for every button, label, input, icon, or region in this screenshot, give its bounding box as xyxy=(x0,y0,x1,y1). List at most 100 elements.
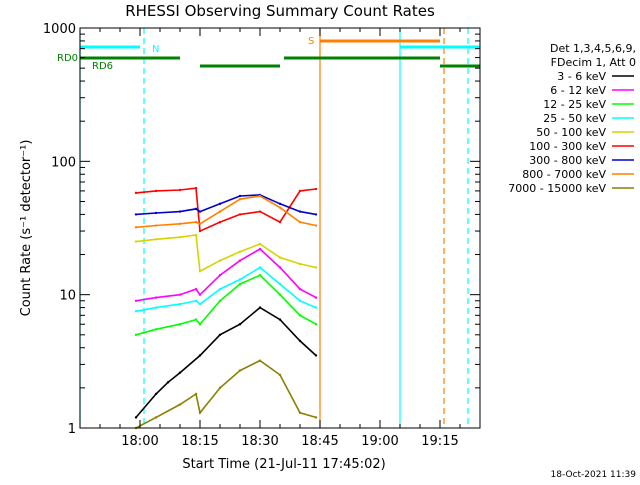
series-1-point-3 xyxy=(194,287,198,291)
plot-area: N S RD0 RD6 xyxy=(57,28,480,430)
series-8-point-1 xyxy=(154,416,158,419)
series-4-point-4 xyxy=(198,269,202,273)
series-7-point-9 xyxy=(298,220,302,224)
x-axis-label: Start Time (21-Jul-11 17:45:02) xyxy=(182,457,385,472)
legend-label-1: 6 - 12 keV xyxy=(550,84,606,97)
series-1-point-7 xyxy=(258,247,262,251)
y-tick-label-3: 1000 xyxy=(43,22,76,37)
series-7-point-0 xyxy=(134,226,138,229)
series-8-point-3 xyxy=(194,392,198,396)
series-1-point-4 xyxy=(198,293,202,296)
series-0-point-8 xyxy=(278,318,282,321)
footer-date: 18-Oct-2021 11:39 xyxy=(551,470,637,480)
x-tick-label-4: 19:00 xyxy=(361,434,398,449)
series-5-point-2 xyxy=(178,188,182,192)
legend-label-5: 100 - 300 keV xyxy=(529,140,606,153)
legend-label-2: 12 - 25 keV xyxy=(543,98,606,111)
y-axis-label: Count Rate (s⁻¹ detector⁻¹) xyxy=(19,140,34,317)
series-5-point-8 xyxy=(278,220,282,224)
x-tick-label-2: 18:30 xyxy=(241,434,278,449)
x-tick-label-5: 19:15 xyxy=(421,434,458,449)
series-1-point-2 xyxy=(178,293,182,296)
series-3 xyxy=(134,266,318,313)
series-5-point-3 xyxy=(194,186,198,190)
series-0-point-3 xyxy=(178,371,182,374)
series-2-point-1 xyxy=(154,328,158,331)
y-tick-label-1: 10 xyxy=(59,289,76,304)
series-0-point-0 xyxy=(134,416,138,419)
series-2-point-9 xyxy=(298,314,302,317)
y-tick-label-0: 1 xyxy=(68,422,76,437)
series-3-point-10 xyxy=(314,306,318,309)
series-6-point-1 xyxy=(154,211,158,215)
series-8-point-8 xyxy=(278,373,282,377)
series-2 xyxy=(134,273,318,337)
x-tick-label-3: 18:45 xyxy=(301,434,338,449)
series-3-point-7 xyxy=(258,266,262,269)
x-tick-label-1: 18:15 xyxy=(181,434,218,449)
chart-title: RHESSI Observing Summary Count Rates xyxy=(125,2,435,20)
series-5-point-7 xyxy=(258,210,262,213)
legend-label-8: 7000 - 15000 keV xyxy=(508,182,606,195)
series-5-point-1 xyxy=(154,189,158,193)
series-6-point-4 xyxy=(198,210,202,213)
series-7-point-1 xyxy=(154,224,158,227)
series-6-point-0 xyxy=(134,213,138,216)
series-5-point-0 xyxy=(134,191,138,195)
series-4-point-6 xyxy=(238,250,242,253)
series-6-point-3 xyxy=(194,207,198,211)
series-0-point-5 xyxy=(218,333,222,337)
series-7-point-8 xyxy=(278,206,282,209)
series-1-point-5 xyxy=(218,273,222,277)
legend-header-line-2: FDecim 1, Att 0 xyxy=(551,56,636,69)
series-2-point-3 xyxy=(194,318,198,321)
series-2-point-8 xyxy=(278,293,282,296)
series-4-point-2 xyxy=(178,235,182,239)
series-6-point-6 xyxy=(238,194,242,198)
flag-label-n: N xyxy=(152,44,159,55)
series-4-point-8 xyxy=(278,256,282,259)
series-2-point-2 xyxy=(178,323,182,326)
series-0-point-4 xyxy=(198,354,202,357)
series-2-point-0 xyxy=(134,333,138,337)
series-7-point-10 xyxy=(314,224,318,227)
series-1-point-0 xyxy=(134,299,138,302)
series-6-point-8 xyxy=(278,202,282,206)
series-3-point-5 xyxy=(218,287,222,291)
series-5-point-6 xyxy=(238,213,242,216)
series-1-point-10 xyxy=(314,296,318,299)
series-1-point-1 xyxy=(154,296,158,299)
series-3-point-1 xyxy=(154,306,158,309)
y-tick-label-2: 100 xyxy=(51,155,76,170)
series-4-point-7 xyxy=(258,242,262,246)
series-1-point-9 xyxy=(298,287,302,291)
series-4-point-3 xyxy=(194,233,198,237)
series-2-point-10 xyxy=(314,323,318,326)
series-7-point-7 xyxy=(258,194,262,198)
series-8-point-10 xyxy=(314,416,318,419)
series-7 xyxy=(134,194,318,229)
series-8 xyxy=(134,359,318,430)
series-3-point-6 xyxy=(238,278,242,281)
series-8-point-5 xyxy=(218,386,222,390)
series-8-point-7 xyxy=(258,359,262,362)
x-tick-label-0: 18:00 xyxy=(121,434,158,449)
series-2-point-6 xyxy=(238,282,242,286)
series-1-point-6 xyxy=(238,259,242,262)
series-5-point-5 xyxy=(218,220,222,224)
series-8-point-9 xyxy=(298,411,302,415)
legend-label-0: 3 - 6 keV xyxy=(557,70,606,83)
series-8-point-4 xyxy=(198,411,202,415)
series-3-point-8 xyxy=(278,282,282,286)
series-6 xyxy=(134,193,318,216)
series-2-point-4 xyxy=(198,323,202,326)
series-0-point-2 xyxy=(166,381,170,384)
series-0 xyxy=(134,306,318,419)
legend-label-4: 50 - 100 keV xyxy=(536,126,606,139)
series-0-point-1 xyxy=(154,392,158,396)
legend-header-line-1: Det 1,3,4,5,6,9, xyxy=(550,42,636,55)
series-6-point-5 xyxy=(218,202,222,206)
